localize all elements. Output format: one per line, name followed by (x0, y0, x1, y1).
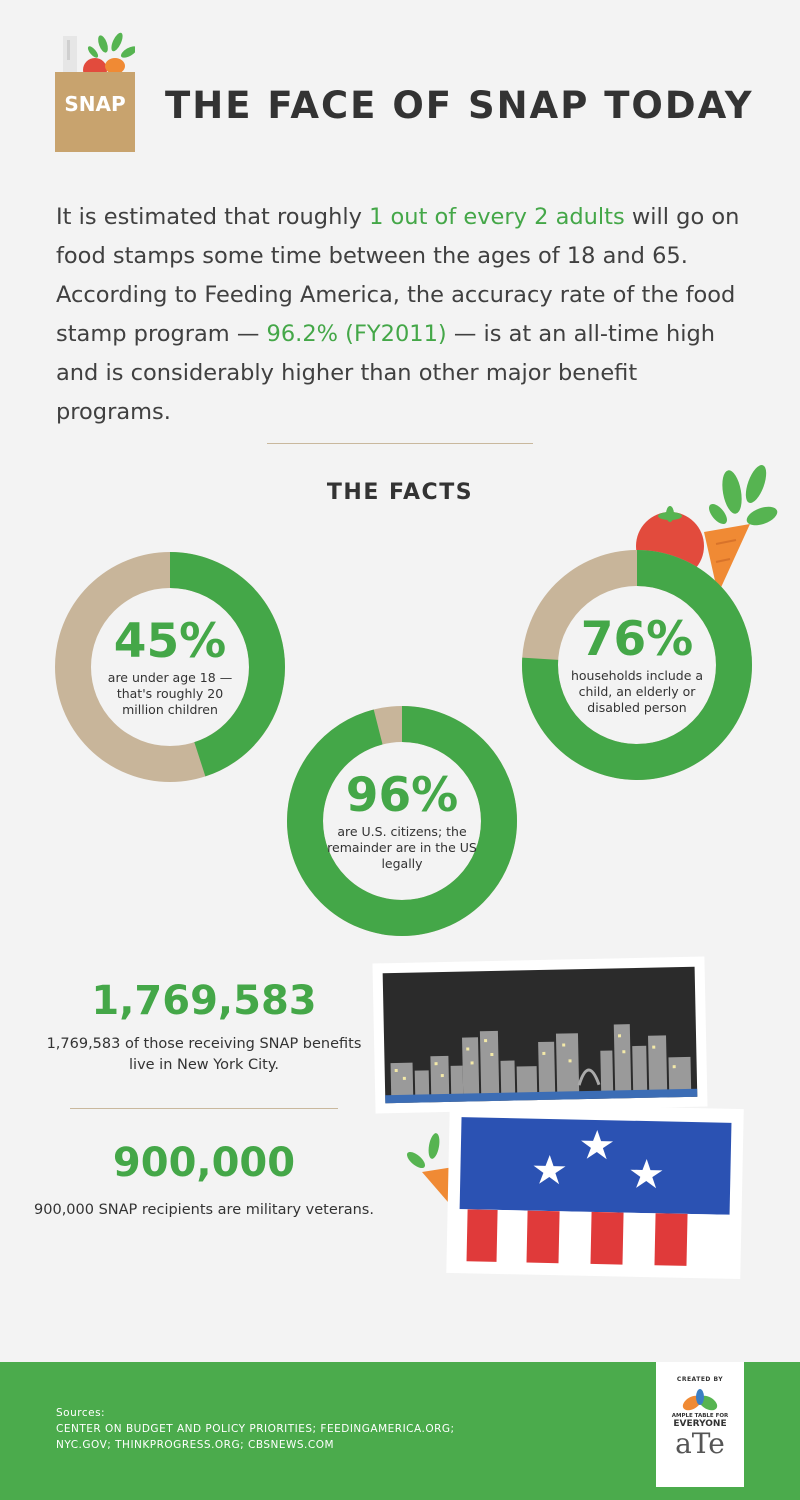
sources-line-1: CENTER ON BUDGET AND POLICY PRIORITIES; … (56, 1423, 455, 1435)
snap-logo-text: SNAP (64, 92, 126, 116)
intro-text-3: — is at an all-time high and is consider… (56, 321, 716, 425)
stat-veterans-number: 900,000 (112, 1140, 296, 1186)
page-title: THE FACE OF SNAP TODAY (165, 84, 754, 127)
stat-nyc-number: 1,769,583 (91, 978, 317, 1024)
sources-line-2: NYC.GOV; THINKPROGRESS.ORG; CBSNEWS.COM (56, 1439, 335, 1451)
percent-households: 76% (580, 612, 694, 667)
donut-chart-under-18: 45% are under age 18 — that's roughly 20… (55, 552, 285, 782)
facts-heading: THE FACTS (326, 480, 474, 505)
star-icon (533, 1155, 566, 1185)
divider (267, 443, 533, 444)
ate-tagline-1: AMPLE TABLE FOR (671, 1413, 729, 1419)
donut-center-citizens: 96% are U.S. citizens; the remainder are… (322, 741, 482, 901)
ate-logo-badge: CREATED BY AMPLE TABLE FOR EVERYONE aTe (656, 1362, 744, 1487)
intro-highlight-adults: 1 out of every 2 adults (369, 204, 625, 230)
divider (70, 1108, 338, 1109)
desc-households: households include a child, an elderly o… (570, 668, 704, 715)
intro-text-1: It is estimated that roughly (56, 204, 370, 230)
star-icon (581, 1130, 614, 1160)
donut-ring-under-18 (55, 552, 285, 782)
intro-text-2: will go on food stamps some time between… (56, 204, 740, 347)
donut-center-under-18: 45% are under age 18 — that's roughly 20… (90, 587, 250, 747)
city-skyline-photo (370, 956, 710, 1116)
stat-veterans-desc: 900,000 SNAP recipients are military vet… (34, 1202, 374, 1218)
intro-highlight-accuracy: 96.2% (FY2011) (266, 321, 447, 347)
donut-chart-households: 76% households include a child, an elder… (522, 550, 752, 780)
snap-bag-logo: SNAP (55, 30, 138, 152)
donut-fill-households (522, 550, 752, 780)
ate-wordmark: aTe (675, 1427, 725, 1460)
intro-paragraph: It is estimated that roughly 1 out of ev… (56, 198, 756, 432)
donut-ring-citizens (287, 706, 517, 936)
american-flag-photo (446, 1102, 746, 1282)
ate-tagline-2: EVERYONE (673, 1419, 727, 1429)
donut-ring-households (522, 550, 752, 780)
donut-center-households: 76% households include a child, an elder… (557, 585, 717, 745)
desc-citizens: are U.S. citizens; the remainder are in … (327, 824, 477, 871)
sources-label: Sources: (56, 1407, 106, 1419)
percent-under-18: 45% (113, 614, 227, 669)
star-icon (630, 1159, 663, 1189)
donut-chart-citizens: 96% are U.S. citizens; the remainder are… (287, 706, 517, 936)
leaves-icon (682, 1389, 718, 1411)
donut-fill-under-18 (55, 552, 285, 782)
percent-citizens: 96% (345, 768, 459, 823)
stat-nyc-desc: 1,769,583 of those receiving SNAP benefi… (46, 1036, 362, 1073)
created-by-label: CREATED BY (676, 1376, 724, 1383)
sources-block: Sources: CENTER ON BUDGET AND POLICY PRI… (56, 1405, 556, 1453)
desc-under-18: are under age 18 — that's roughly 20 mil… (107, 670, 233, 717)
donut-fill-citizens (287, 706, 517, 936)
